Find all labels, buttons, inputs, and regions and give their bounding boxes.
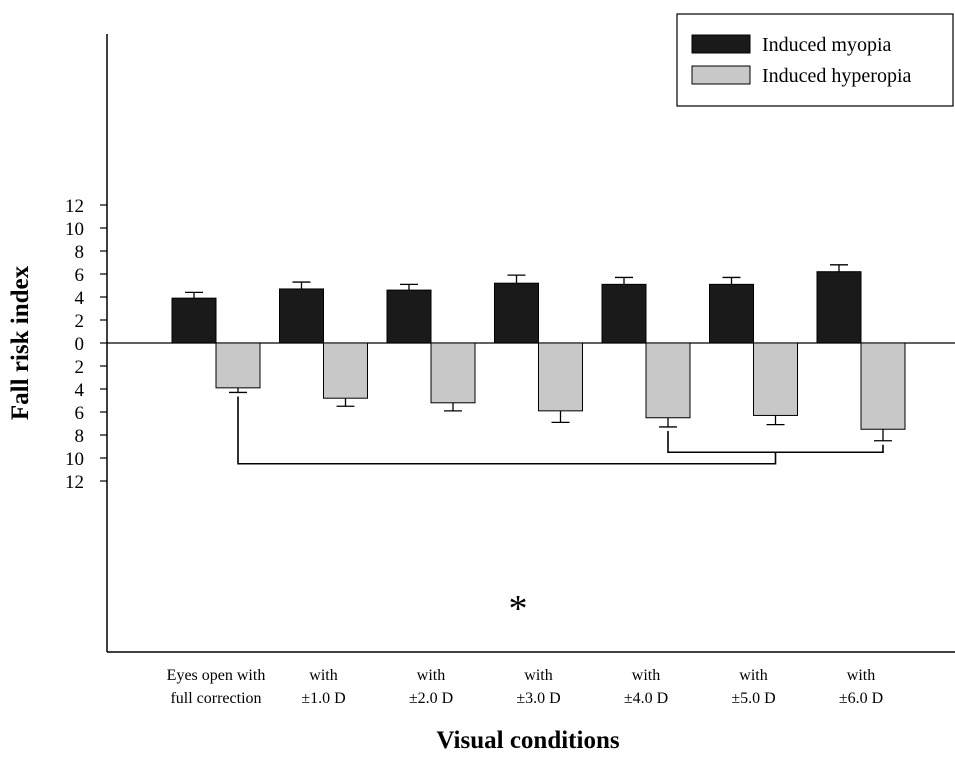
error-bars bbox=[185, 264, 892, 442]
bar-hyperopia bbox=[645, 342, 691, 419]
x-category-label: with bbox=[632, 667, 660, 684]
bar-hyperopia bbox=[430, 342, 476, 404]
legend-box bbox=[676, 13, 954, 107]
significance-bracket-main bbox=[237, 396, 777, 465]
x-category-label: ±3.0 D bbox=[516, 690, 560, 707]
bar-myopia bbox=[279, 288, 324, 344]
bar-myopia bbox=[494, 282, 539, 344]
y-tick-label: 0 bbox=[75, 334, 85, 355]
significance-brackets: * bbox=[237, 396, 884, 630]
y-tick-label: 4 bbox=[75, 288, 85, 309]
x-category-label: Eyes open with bbox=[167, 667, 266, 684]
significance-bracket-4-6 bbox=[667, 430, 884, 454]
x-category-label: ±4.0 D bbox=[624, 690, 668, 707]
bar-myopia bbox=[709, 283, 754, 344]
y-tick-label: 2 bbox=[75, 311, 85, 332]
bar-hyperopia bbox=[215, 342, 261, 389]
y-tick-label: 12 bbox=[65, 196, 84, 217]
x-axis-title: Visual conditions bbox=[436, 727, 619, 754]
y-axis-title: Fall risk index bbox=[7, 265, 34, 420]
bar-hyperopia bbox=[323, 342, 368, 399]
bar-myopia bbox=[386, 289, 432, 344]
x-category-label: ±5.0 D bbox=[731, 690, 775, 707]
y-tick-label: 10 bbox=[65, 449, 84, 470]
bar-myopia bbox=[601, 283, 647, 344]
y-tick-label: 2 bbox=[75, 357, 85, 378]
legend-label: Induced hyperopia bbox=[762, 65, 912, 87]
significance-asterisk: * bbox=[509, 588, 528, 630]
x-category-label: with bbox=[739, 667, 767, 684]
y-tick-label: 12 bbox=[65, 472, 84, 493]
legend-swatch bbox=[691, 65, 751, 85]
x-category-label: ±6.0 D bbox=[839, 690, 883, 707]
y-tick-label: 4 bbox=[75, 380, 85, 401]
x-category-label: ±1.0 D bbox=[301, 690, 345, 707]
bar-hyperopia bbox=[753, 342, 798, 416]
y-tick-label: 6 bbox=[75, 265, 85, 286]
bar-myopia bbox=[816, 271, 862, 344]
legend-label: Induced myopia bbox=[762, 34, 892, 56]
chart-bars bbox=[171, 271, 906, 430]
x-category-label: with bbox=[417, 667, 445, 684]
x-axis-category-labels: Eyes open with full correction with ±1.0 D w… bbox=[167, 667, 884, 707]
x-category-label: with bbox=[847, 667, 875, 684]
y-tick-label: 10 bbox=[65, 219, 84, 240]
x-category-label: with bbox=[309, 667, 337, 684]
bar-myopia bbox=[171, 297, 217, 344]
legend-swatch bbox=[691, 34, 751, 54]
bar-hyperopia bbox=[860, 342, 906, 430]
y-tick-label: 8 bbox=[75, 426, 85, 447]
chart-legend: Induced myopia Induced hyperopia bbox=[676, 13, 954, 107]
x-category-label: full correction bbox=[170, 690, 261, 707]
x-category-label: ±2.0 D bbox=[409, 690, 453, 707]
x-category-label: with bbox=[524, 667, 552, 684]
bar-hyperopia bbox=[538, 342, 583, 412]
y-tick-label: 6 bbox=[75, 403, 85, 424]
y-tick-label: 8 bbox=[75, 242, 85, 263]
